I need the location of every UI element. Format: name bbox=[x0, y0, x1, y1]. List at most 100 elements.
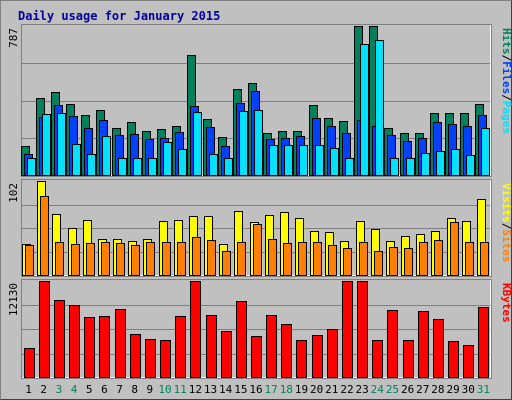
day-label-4: 4 bbox=[71, 383, 78, 396]
bar-sites-day-26 bbox=[404, 248, 413, 276]
day-label-26: 26 bbox=[401, 383, 414, 396]
legend-entry: Hits bbox=[500, 28, 512, 55]
day-label-8: 8 bbox=[131, 383, 138, 396]
bar-pages-day-15 bbox=[239, 111, 248, 176]
bar-kbytes-day-1 bbox=[24, 348, 35, 378]
bar-kbytes-day-26 bbox=[403, 340, 414, 378]
bar-pages-day-2 bbox=[42, 114, 51, 176]
day-label-13: 13 bbox=[204, 383, 217, 396]
day-axis-labels: 1 2 3 4 5 6 7 8 9 10 11 12 13 14 15 16 17 18 19 20 21 22 23 24 2… bbox=[25, 383, 490, 396]
bar-pages-day-9 bbox=[148, 158, 157, 176]
bar-pages-day-8 bbox=[133, 158, 142, 176]
bar-pages-day-27 bbox=[421, 153, 430, 176]
bar-kbytes-day-29 bbox=[448, 341, 459, 378]
bar-sites-day-8 bbox=[131, 245, 140, 276]
bar-pages-day-13 bbox=[209, 154, 218, 176]
bar-sites-day-4 bbox=[71, 244, 80, 276]
day-label-2: 2 bbox=[40, 383, 47, 396]
bar-kbytes-day-28 bbox=[433, 319, 444, 378]
bar-sites-day-5 bbox=[86, 243, 95, 276]
bar-pages-day-24 bbox=[375, 40, 384, 176]
bar-kbytes-day-25 bbox=[387, 310, 398, 378]
bar-pages-day-3 bbox=[57, 113, 66, 176]
bar-kbytes-day-13 bbox=[206, 315, 217, 378]
legend: Hits/Files/Pages bbox=[500, 28, 512, 134]
bar-sites-day-6 bbox=[101, 242, 110, 276]
bar-pages-day-21 bbox=[330, 148, 339, 176]
bar-sites-day-3 bbox=[55, 242, 64, 276]
bar-pages-day-19 bbox=[299, 145, 308, 176]
day-label-14: 14 bbox=[219, 383, 233, 396]
bar-sites-day-14 bbox=[222, 251, 231, 276]
bar-sites-day-18 bbox=[283, 243, 292, 276]
bar-pages-day-11 bbox=[178, 149, 187, 176]
bar-kbytes-day-31 bbox=[478, 307, 489, 378]
bar-sites-day-11 bbox=[177, 242, 186, 276]
bar-kbytes-day-8 bbox=[130, 334, 141, 378]
bar-pages-day-23 bbox=[360, 44, 369, 176]
bar-kbytes-day-27 bbox=[418, 311, 429, 378]
day-label-22: 22 bbox=[340, 383, 353, 396]
day-label-20: 20 bbox=[310, 383, 323, 396]
bar-kbytes-day-7 bbox=[115, 309, 126, 378]
day-label-10: 10 bbox=[158, 383, 171, 396]
day-label-27: 27 bbox=[416, 383, 429, 396]
legend-entry: / bbox=[500, 223, 512, 230]
bar-sites-day-12 bbox=[192, 237, 201, 276]
bar-kbytes-day-5 bbox=[84, 317, 95, 378]
bar-pages-day-29 bbox=[451, 149, 460, 176]
bar-sites-day-30 bbox=[465, 242, 474, 276]
bar-kbytes-day-10 bbox=[160, 340, 171, 378]
bar-pages-day-31 bbox=[481, 128, 490, 176]
bar-pages-day-10 bbox=[163, 142, 172, 176]
bar-pages-day-16 bbox=[254, 110, 263, 176]
day-label-3: 3 bbox=[56, 383, 63, 396]
legend-entry: Visits bbox=[500, 183, 512, 223]
bar-kbytes-day-19 bbox=[296, 340, 307, 378]
bar-sites-day-2 bbox=[40, 196, 49, 276]
day-label-31: 31 bbox=[477, 383, 490, 396]
bar-sites-day-20 bbox=[313, 242, 322, 276]
bar-kbytes-day-23 bbox=[357, 281, 368, 378]
bar-sites-day-7 bbox=[116, 243, 125, 276]
day-label-19: 19 bbox=[295, 383, 308, 396]
bar-pages-day-26 bbox=[406, 158, 415, 176]
bar-kbytes-day-21 bbox=[327, 329, 338, 378]
legend-entry: / bbox=[500, 55, 512, 62]
bar-kbytes-day-11 bbox=[175, 316, 186, 378]
bar-sites-day-17 bbox=[268, 239, 277, 276]
legend-entry: Files bbox=[500, 61, 512, 94]
bar-sites-day-16 bbox=[253, 224, 262, 276]
bar-pages-day-4 bbox=[72, 144, 81, 176]
bar-pages-day-6 bbox=[102, 136, 111, 176]
day-label-11: 11 bbox=[174, 383, 187, 396]
bar-pages-day-30 bbox=[466, 155, 475, 176]
bar-sites-day-21 bbox=[328, 245, 337, 276]
bar-pages-day-25 bbox=[390, 158, 399, 176]
bar-kbytes-day-18 bbox=[281, 324, 292, 378]
bar-sites-day-24 bbox=[374, 251, 383, 276]
day-label-7: 7 bbox=[116, 383, 123, 396]
day-label-24: 24 bbox=[371, 383, 385, 396]
bar-sites-day-22 bbox=[343, 248, 352, 276]
day-label-15: 15 bbox=[234, 383, 247, 396]
day-label-29: 29 bbox=[446, 383, 459, 396]
bar-kbytes-day-30 bbox=[463, 345, 474, 378]
y-max-label: 102 bbox=[7, 183, 20, 203]
bar-kbytes-day-16 bbox=[251, 336, 262, 378]
bar-sites-day-9 bbox=[146, 242, 155, 276]
bar-pages-day-28 bbox=[436, 151, 445, 176]
bar-kbytes-day-4 bbox=[69, 305, 80, 378]
legend-entry: Pages bbox=[500, 101, 512, 134]
day-label-23: 23 bbox=[356, 383, 369, 396]
legend-entry: KBytes bbox=[500, 283, 512, 323]
day-label-16: 16 bbox=[249, 383, 262, 396]
panel-kbytes: 12130 KBytes bbox=[7, 279, 512, 379]
y-max-label: 787 bbox=[7, 28, 20, 48]
bar-sites-day-19 bbox=[298, 242, 307, 276]
bar-pages-day-17 bbox=[269, 145, 278, 176]
bar-sites-day-29 bbox=[450, 222, 459, 276]
bar-pages-day-1 bbox=[27, 158, 36, 176]
